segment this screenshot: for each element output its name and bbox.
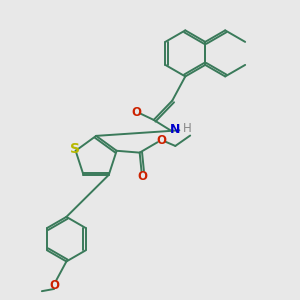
Text: N: N: [170, 123, 181, 136]
Text: O: O: [49, 280, 59, 292]
Text: H: H: [182, 122, 191, 135]
Text: O: O: [156, 134, 166, 147]
Text: O: O: [132, 106, 142, 119]
Text: S: S: [70, 142, 80, 156]
Text: O: O: [138, 170, 148, 183]
